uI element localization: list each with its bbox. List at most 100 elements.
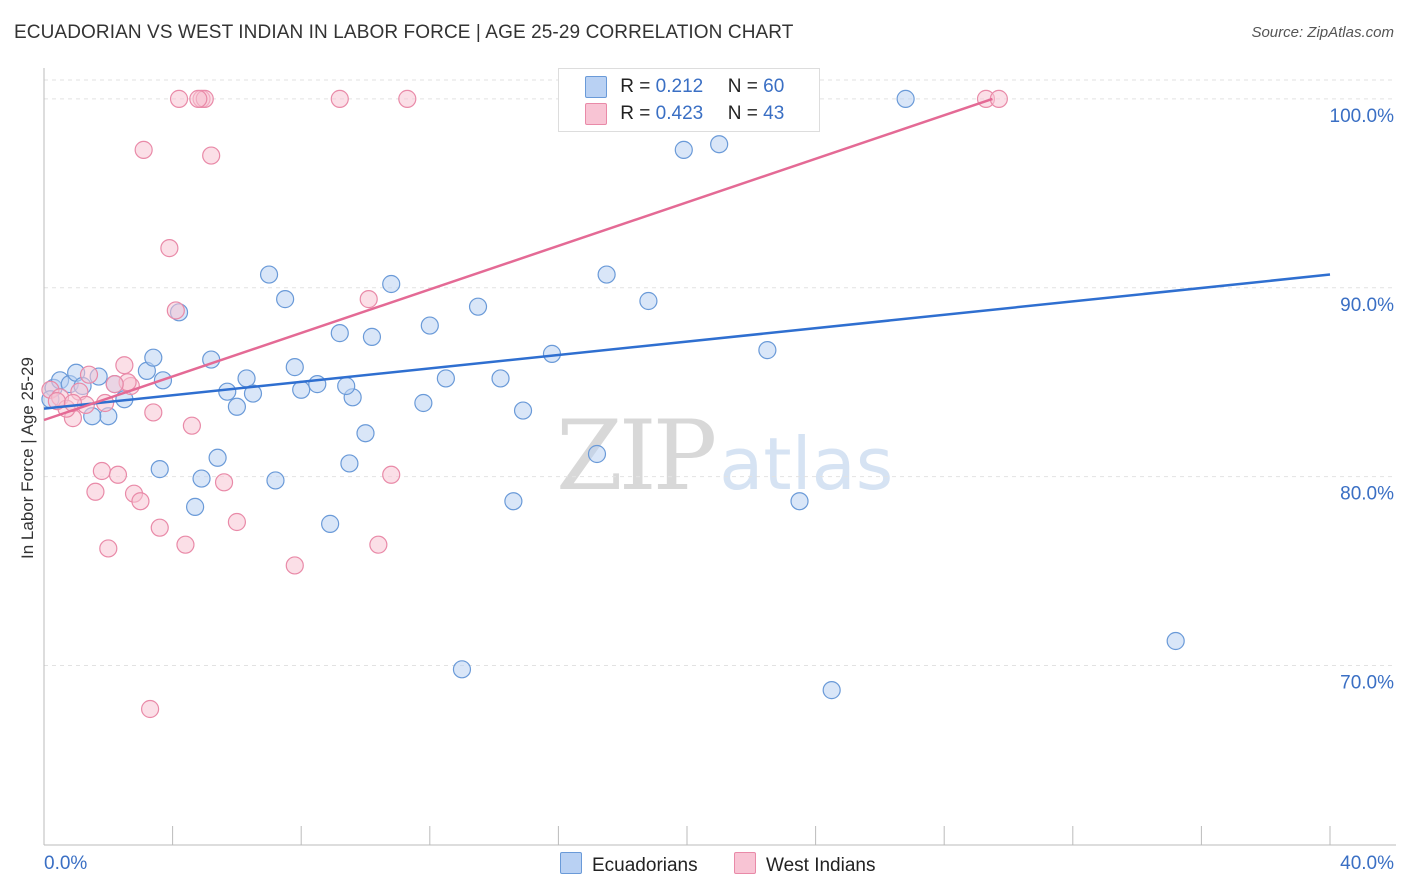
west-indian-point [382, 465, 401, 484]
west-indian-point [285, 556, 304, 575]
x-tick-label: 40.0% [1340, 853, 1394, 874]
west-indian-point [359, 290, 378, 309]
west-indian-point [169, 89, 189, 108]
bottom-legend-label: West Indians [766, 855, 876, 876]
west-indian-point [166, 301, 185, 320]
west-indian-trend-line [43, 97, 993, 422]
ecuadorian-point [382, 274, 401, 294]
ecuadorian-point [362, 327, 382, 346]
legend-n-value: 60 [763, 76, 785, 97]
ecuadorian-point [330, 324, 349, 343]
ecuadorian-point [321, 514, 340, 533]
bottom-legend-swatch-ecuadorians [560, 852, 582, 874]
ecuadorian-point [186, 497, 205, 516]
ecuadorian-point [420, 316, 439, 335]
west-indian-point [144, 403, 163, 422]
ecuadorian-point [259, 265, 279, 284]
west-indian-point [108, 465, 128, 484]
ecuadorian-point [491, 369, 510, 388]
x-tick-label: 0.0% [44, 853, 87, 874]
west-indian-point [131, 492, 150, 511]
legend-row-ecuadorians: R = 0.212 N = 60 [585, 75, 784, 99]
ecuadorian-point [218, 382, 237, 401]
ecuadorian-point [237, 369, 256, 388]
west-indian-point [92, 461, 111, 481]
ecuadorian-point [758, 341, 777, 360]
west-indian-point [160, 239, 179, 258]
ecuadorian-point [227, 397, 246, 416]
west-indian-point [140, 699, 160, 719]
ecuadorian-point [597, 265, 616, 284]
watermark-zip: ZIP [556, 400, 717, 512]
west-indian-point [182, 416, 201, 435]
ecuadorian-point [144, 348, 163, 367]
west-indian-point [99, 539, 118, 558]
ecuadorian-point [639, 291, 658, 311]
west-indian-point [227, 512, 246, 532]
west-indian-point [330, 89, 349, 108]
ecuadorian-point [414, 393, 433, 413]
west-indian-point [176, 535, 195, 554]
stats-legend: R = 0.212 N = 60 R = 0.423 N = 43 [558, 68, 820, 132]
source-credit: Source: ZipAtlas.com [1251, 24, 1394, 41]
west-indian-point [150, 518, 169, 537]
legend-r-value: 0.212 [655, 76, 704, 97]
legend-n-label: N = [727, 103, 758, 124]
bottom-legend-label: Ecuadorians [592, 855, 698, 876]
bottom-legend-ecuadorians[interactable]: Ecuadorians [560, 852, 698, 877]
ecuadorian-trend-line [43, 273, 1331, 410]
bottom-legend-swatch-west-indians [734, 852, 756, 874]
west-indian-point [86, 482, 105, 501]
ecuadorian-point [192, 469, 211, 488]
ecuadorian-point [513, 401, 533, 420]
ecuadorian-point [710, 135, 729, 154]
ecuadorian-point [1166, 631, 1185, 651]
west-indian-point [189, 89, 208, 108]
ecuadorian-point [468, 297, 488, 316]
west-indian-point [202, 146, 221, 165]
west-indian-point [134, 140, 153, 159]
ecuadorian-point [243, 384, 263, 403]
ecuadorian-point [674, 140, 693, 159]
legend-swatch-ecuadorians [585, 75, 607, 98]
west-indian-point [105, 375, 124, 394]
ecuadorian-point [822, 681, 841, 700]
ecuadorian-point [208, 448, 227, 467]
ecuadorian-point [340, 454, 359, 473]
ecuadorian-point [587, 444, 607, 464]
bottom-legend-west-indians[interactable]: West Indians [734, 852, 875, 877]
ecuadorian-point [356, 424, 375, 443]
west-indian-point [989, 89, 1008, 108]
ecuadorian-point [292, 380, 311, 399]
ecuadorian-point [276, 290, 295, 309]
west-indian-point [369, 535, 388, 554]
legend-r-label: R = [620, 76, 651, 97]
legend-r-value: 0.423 [655, 103, 704, 124]
ecuadorian-point [790, 492, 809, 511]
ecuadorian-point [896, 89, 915, 108]
legend-n-label: N = [727, 76, 758, 97]
ecuadorian-point [285, 358, 304, 377]
ecuadorian-point [452, 660, 472, 679]
ecuadorian-point [337, 376, 356, 396]
y-tick-label: 90.0% [1340, 295, 1394, 316]
chart-title: ECUADORIAN VS WEST INDIAN IN LABOR FORCE… [14, 22, 794, 43]
legend-swatch-west-indians [585, 102, 607, 125]
legend-row-west-indians: R = 0.423 N = 43 [585, 102, 784, 126]
y-tick-label: 100.0% [1330, 106, 1395, 127]
west-indian-point [79, 365, 99, 384]
west-indian-point [214, 473, 234, 492]
ecuadorian-point [150, 460, 169, 479]
watermark: ZIPatlas [556, 400, 893, 512]
west-indian-point [115, 356, 134, 375]
legend-n-value: 43 [763, 103, 785, 124]
ecuadorian-point [504, 492, 523, 511]
ecuadorian-point [436, 369, 455, 388]
watermark-atlas: atlas [719, 422, 894, 506]
y-tick-label: 70.0% [1340, 673, 1394, 694]
legend-r-label: R = [620, 103, 651, 124]
y-tick-label: 80.0% [1340, 484, 1394, 505]
west-indian-point [398, 89, 417, 108]
ecuadorian-point [308, 375, 327, 394]
